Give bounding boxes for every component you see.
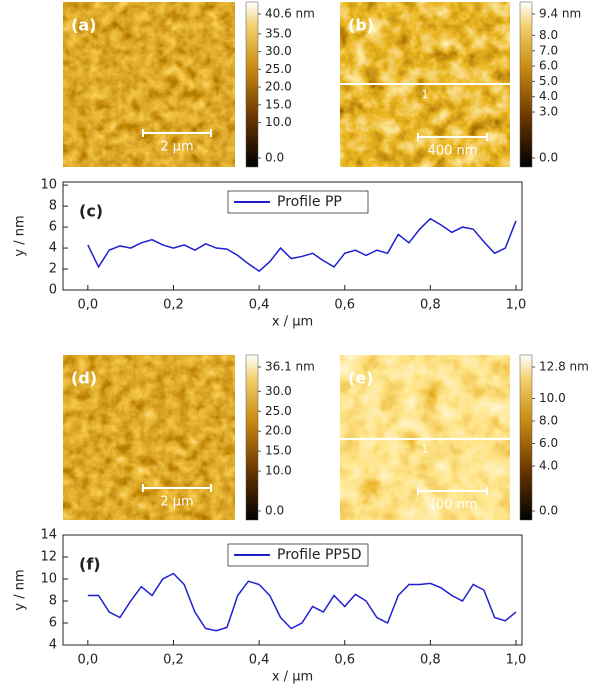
colorbar-tick-label: 20.0	[265, 424, 292, 438]
colorbar-tick-label: 30.0	[265, 384, 292, 398]
y-tick-label: 6	[49, 220, 57, 235]
panel-label: (e)	[348, 369, 373, 388]
x-tick-label: 0,6	[334, 653, 355, 668]
x-tick-label: 1,0	[506, 653, 527, 668]
y-tick-label: 4	[49, 638, 57, 653]
x-tick-label: 0,2	[163, 653, 184, 668]
colorbar-tick-label: 0.0	[265, 504, 284, 518]
y-tick-label: 0	[49, 283, 57, 298]
profile-line	[87, 572, 517, 632]
legend-label: Profile PP5D	[277, 547, 362, 563]
scale-bar-label: 2 µm	[160, 140, 193, 155]
scale-bar-label: 2 µm	[160, 495, 193, 510]
colorbar-tick-label: 40.6 nm	[265, 7, 315, 21]
colorbar-tick-label: 0.0	[265, 151, 284, 165]
panel-label: (b)	[348, 16, 374, 35]
scale-bar-label: 400 nm	[428, 498, 478, 513]
colorbar-tick-label: 0.0	[539, 151, 558, 165]
colorbar-tick-label: 25.0	[265, 62, 292, 76]
y-tick-label: 14	[40, 528, 57, 543]
colorbar-tick-label: 36.1 nm	[265, 360, 315, 374]
x-axis-label: x / µm	[272, 670, 313, 685]
colorbar-tick-label: 0.0	[539, 504, 558, 518]
y-tick-label: 10	[40, 178, 57, 193]
panel-label: (a)	[71, 16, 96, 35]
colorbar	[519, 1, 533, 168]
colorbar-tick-label: 6.0	[539, 436, 558, 450]
colorbar-tick-label: 25.0	[265, 404, 292, 418]
x-tick-label: 0,4	[249, 653, 270, 668]
panel-label: (d)	[71, 369, 97, 388]
colorbar-tick-label: 10.0	[265, 464, 292, 478]
y-axis-label: y / nm	[13, 569, 28, 610]
y-tick-label: 8	[49, 594, 57, 609]
legend-box	[227, 543, 369, 567]
colorbar	[245, 354, 259, 521]
x-tick-label: 0,8	[420, 653, 441, 668]
profile-line-label: 1	[422, 443, 429, 456]
y-axis-label: y / nm	[13, 215, 28, 256]
colorbar-tick-label: 30.0	[265, 44, 292, 58]
colorbar-tick-label: 4.0	[539, 89, 558, 103]
colorbar-tick-label: 7.0	[539, 43, 558, 57]
x-tick-label: 0,4	[249, 298, 270, 313]
colorbar	[245, 1, 259, 168]
x-axis-label: x / µm	[272, 315, 313, 330]
y-tick-label: 4	[49, 241, 57, 256]
colorbar-tick-label: 12.8 nm	[539, 360, 589, 374]
y-tick-label: 6	[49, 616, 57, 631]
y-tick-label: 10	[40, 572, 57, 587]
x-tick-label: 0,0	[77, 653, 98, 668]
x-tick-label: 0,8	[420, 298, 441, 313]
plot-frame	[62, 534, 523, 646]
colorbar-tick-label: 9.4 nm	[539, 7, 581, 21]
y-tick-label: 8	[49, 199, 57, 214]
x-tick-label: 1,0	[506, 298, 527, 313]
legend-box	[227, 190, 369, 214]
colorbar-tick-label: 20.0	[265, 80, 292, 94]
colorbar-tick-label: 5.0	[539, 74, 558, 88]
x-tick-label: 0,0	[77, 298, 98, 313]
x-tick-label: 0,2	[163, 298, 184, 313]
colorbar-tick-label: 6.0	[539, 59, 558, 73]
afm-image	[63, 2, 235, 167]
colorbar-tick-label: 10.0	[265, 115, 292, 129]
colorbar-tick-label: 3.0	[539, 105, 558, 119]
plot-frame	[62, 181, 523, 291]
afm-image	[340, 355, 510, 520]
colorbar-tick-label: 8.0	[539, 28, 558, 42]
legend-label: Profile PP	[277, 194, 342, 210]
scale-bar-label: 400 nm	[428, 144, 478, 159]
panel-label: (c)	[79, 202, 103, 221]
panel-label: (f)	[79, 555, 101, 574]
colorbar-tick-label: 8.0	[539, 414, 558, 428]
colorbar-tick-label: 15.0	[265, 444, 292, 458]
colorbar-tick-label: 10.0	[539, 391, 566, 405]
profile-line	[87, 217, 517, 273]
colorbar-tick-label: 4.0	[539, 459, 558, 473]
profile-line-label: 1	[422, 88, 429, 101]
colorbar	[519, 354, 533, 521]
afm-image	[63, 355, 235, 520]
colorbar-tick-label: 35.0	[265, 26, 292, 40]
colorbar-tick-label: 15.0	[265, 97, 292, 111]
y-tick-label: 2	[49, 262, 57, 277]
x-tick-label: 0,6	[334, 298, 355, 313]
y-tick-label: 12	[40, 550, 57, 565]
